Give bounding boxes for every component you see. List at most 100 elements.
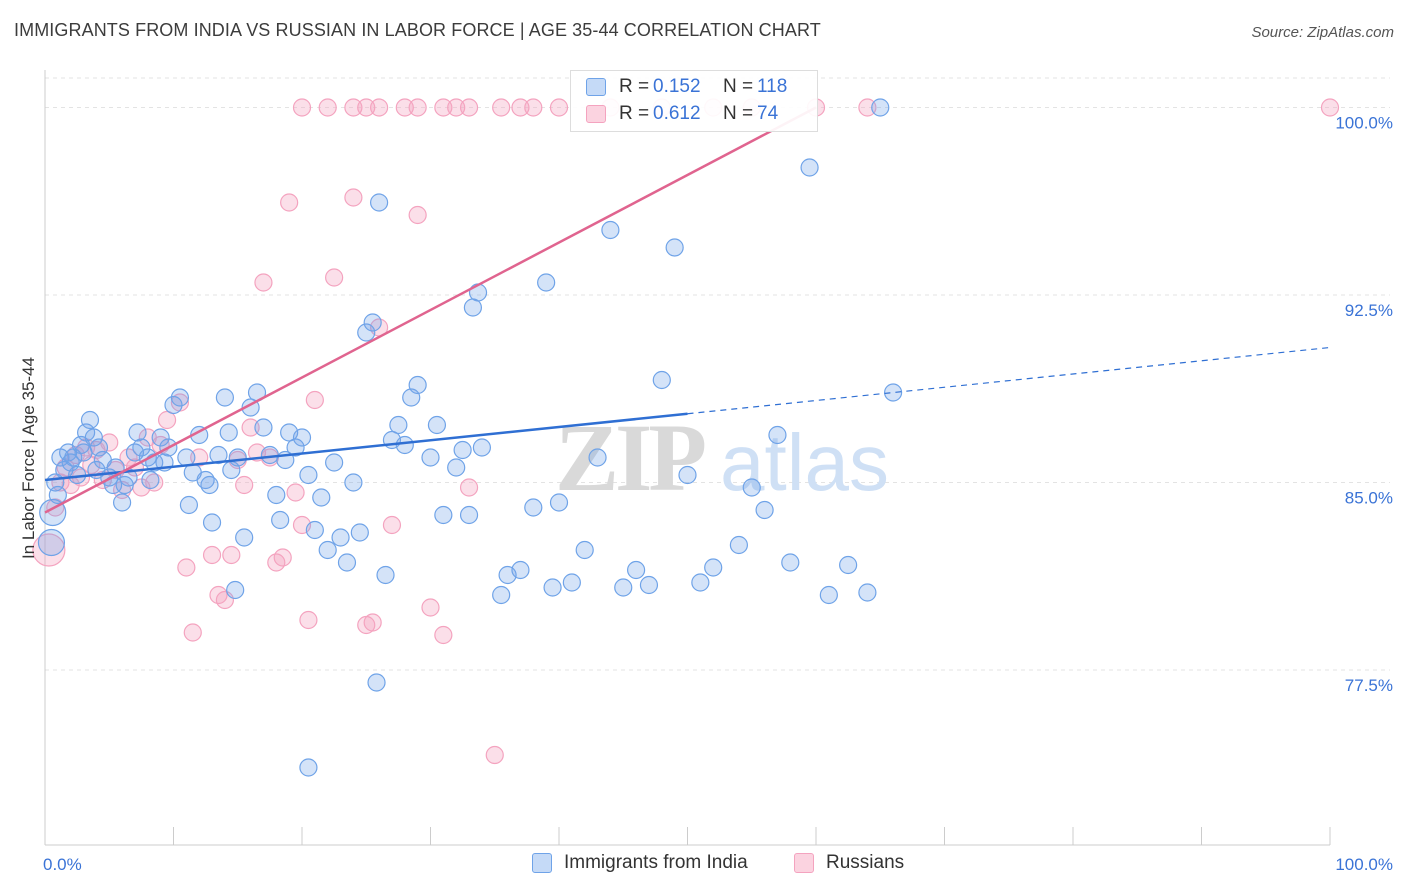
- x-tick-label-max: 100.0%: [1335, 855, 1393, 874]
- india-point: [871, 98, 890, 117]
- india-points: [37, 98, 903, 777]
- india-point: [370, 193, 389, 212]
- india-point: [626, 560, 646, 580]
- india-point: [325, 453, 344, 472]
- india-point: [74, 443, 93, 462]
- india-point: [202, 513, 222, 532]
- y-tick-label: 77.5%: [1345, 676, 1393, 695]
- india-point: [350, 523, 369, 542]
- india-point: [48, 485, 67, 505]
- russian-point: [511, 98, 530, 117]
- india-n-value: 118: [757, 76, 788, 97]
- russian-point: [344, 98, 363, 117]
- russian-point: [325, 268, 344, 287]
- india-point: [781, 553, 800, 572]
- series-legend: Immigrants from India Russians: [0, 852, 1406, 878]
- india-point: [665, 238, 684, 257]
- legend-item-russian[interactable]: Russians: [794, 852, 904, 874]
- india-point: [209, 445, 228, 465]
- russian-legend-swatch: [794, 853, 814, 873]
- india-point: [141, 470, 160, 490]
- russian-point: [183, 623, 202, 642]
- india-r-value: 0.152: [653, 76, 701, 97]
- india-point: [492, 585, 511, 605]
- india-point: [318, 540, 337, 560]
- india-legend-label: Immigrants from India: [564, 852, 748, 873]
- russian-point: [459, 98, 479, 117]
- russian-point: [305, 390, 324, 410]
- india-swatch: [586, 78, 606, 96]
- india-point: [704, 558, 723, 577]
- india-point: [367, 673, 386, 692]
- india-point: [226, 580, 245, 600]
- india-trend-extension: [687, 346, 1331, 415]
- russian-point: [286, 483, 305, 502]
- india-point: [614, 578, 633, 597]
- russian-point: [299, 610, 318, 630]
- india-point: [839, 555, 858, 575]
- india-point: [652, 370, 671, 390]
- russian-point: [235, 475, 254, 495]
- india-point: [537, 273, 556, 292]
- india-r-label: R =: [619, 76, 650, 97]
- india-point: [128, 423, 147, 442]
- russian-point: [524, 98, 543, 117]
- india-point: [408, 375, 427, 395]
- india-point: [363, 313, 382, 332]
- russian-point: [485, 745, 504, 765]
- india-point: [755, 500, 774, 520]
- russian-point: [32, 533, 66, 567]
- india-point: [427, 415, 447, 435]
- russian-point: [382, 515, 402, 535]
- india-point: [179, 495, 199, 515]
- axis-labels: 77.5% 85.0% 92.5% 100.0% 0.0% 100.0% In Labor …: [19, 114, 1393, 875]
- india-point: [453, 440, 472, 460]
- india-point: [588, 448, 607, 467]
- india-legend-swatch: [532, 853, 552, 873]
- india-point: [344, 473, 363, 492]
- india-point: [389, 415, 408, 435]
- india-point: [395, 435, 414, 455]
- india-point: [819, 585, 838, 605]
- watermark: ZIP atlas: [555, 404, 889, 511]
- india-point: [883, 383, 903, 402]
- russian-point: [1320, 98, 1340, 117]
- india-point: [331, 528, 350, 547]
- india-point: [447, 458, 466, 477]
- india-point: [170, 388, 190, 407]
- russian-point: [344, 188, 363, 207]
- india-point: [678, 465, 697, 485]
- india-point: [562, 573, 581, 592]
- russian-point: [254, 273, 273, 292]
- india-point: [858, 583, 877, 602]
- india-point: [228, 448, 247, 467]
- trend-lines: [44, 106, 1331, 514]
- india-point: [742, 478, 761, 497]
- russian-point: [357, 98, 376, 117]
- india-point: [299, 758, 318, 777]
- india-n-label: N =: [723, 76, 754, 97]
- russian-point: [408, 205, 427, 225]
- legend-item-india[interactable]: Immigrants from India: [532, 852, 748, 874]
- india-point: [376, 565, 395, 585]
- russian-trend-line: [44, 106, 817, 514]
- russian-point: [370, 98, 389, 117]
- india-point: [305, 520, 324, 540]
- russian-point: [363, 613, 382, 632]
- y-tick-label: 100.0%: [1335, 114, 1393, 133]
- india-point: [271, 510, 290, 530]
- russian-r-value: 0.612: [653, 103, 701, 124]
- india-point: [235, 528, 254, 547]
- axes: [44, 70, 1331, 846]
- legend-row-russian: R = 0.612 N = 74: [586, 103, 778, 125]
- russian-point: [549, 98, 569, 117]
- russian-swatch: [586, 105, 606, 123]
- russian-point: [202, 545, 222, 565]
- y-axis-title: In Labor Force | Age 35-44: [19, 357, 38, 559]
- india-point: [219, 423, 238, 442]
- india-point: [151, 428, 170, 447]
- india-point: [164, 395, 183, 415]
- russian-point: [421, 598, 440, 617]
- india-point: [459, 505, 479, 525]
- russian-point: [157, 410, 177, 430]
